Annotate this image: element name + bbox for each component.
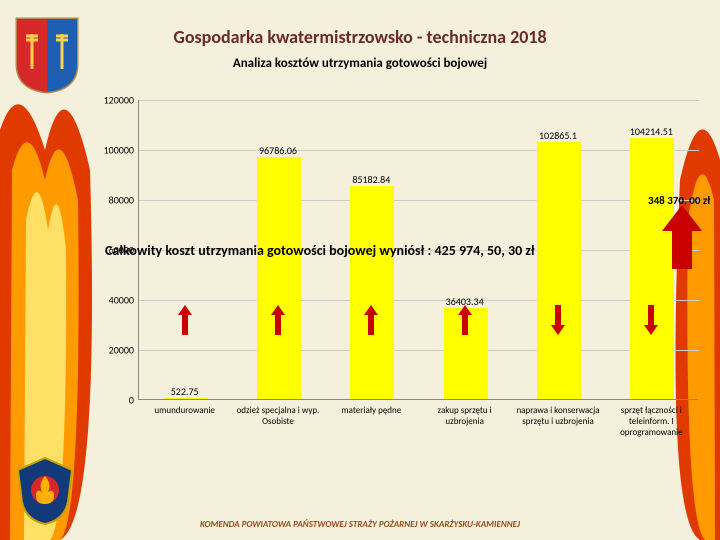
- bar-value-label: 85182.84: [352, 173, 390, 186]
- page-title: Gospodarka kwatermistrzowsko - techniczn…: [0, 26, 720, 48]
- bar: [257, 157, 301, 399]
- up-arrow-icon: [271, 305, 285, 335]
- x-category-label: zakup sprzętu i uzbrojenia: [420, 406, 510, 428]
- cost-bar-chart: 020000400006000080000100000120000522.75u…: [88, 100, 698, 440]
- up-arrow-icon: [178, 305, 192, 335]
- fire-badge-icon: [14, 456, 76, 526]
- x-category-label: odzież specjalna i wyp. Osobiste: [233, 406, 323, 428]
- bar-value-label: 104214.51: [630, 125, 673, 138]
- bar-value-label: 102865.1: [539, 129, 577, 142]
- x-category-label: naprawa i konserwacja sprzętu i uzbrojen…: [513, 406, 603, 428]
- bar-value-label: 96786.06: [259, 144, 297, 157]
- bar: [537, 142, 581, 399]
- big-up-arrow-icon: [662, 205, 702, 269]
- y-tick-label: 120000: [88, 94, 134, 107]
- bar: [350, 186, 394, 399]
- bar: [164, 398, 208, 399]
- summary-text: Całkowity koszt utrzymania gotowości boj…: [105, 242, 535, 259]
- grid-line: [139, 350, 699, 351]
- bar-value-label: 522.75: [171, 385, 199, 398]
- page-subtitle: Analiza kosztów utrzymania gotowości boj…: [0, 56, 720, 71]
- down-arrow-icon: [551, 305, 565, 335]
- footer-text: KOMENDA POWIATOWA PAŃSTWOWEJ STRAŻY POŻA…: [0, 519, 720, 530]
- y-tick-label: 80000: [88, 194, 134, 207]
- grid-line: [139, 300, 699, 301]
- grid-line: [139, 100, 699, 101]
- x-category-label: materiały pędne: [326, 406, 416, 417]
- grid-line: [139, 200, 699, 201]
- y-tick-label: 20000: [88, 344, 134, 357]
- x-category-label: umundurowanie: [140, 406, 230, 417]
- up-arrow-icon: [458, 305, 472, 335]
- x-category-label: sprzęt łączności i teleinform. I oprogra…: [606, 406, 696, 438]
- down-arrow-icon: [644, 305, 658, 335]
- grid-line: [139, 150, 699, 151]
- y-tick-label: 100000: [88, 144, 134, 157]
- y-tick-label: 0: [88, 394, 134, 407]
- y-tick-label: 40000: [88, 294, 134, 307]
- up-arrow-icon: [364, 305, 378, 335]
